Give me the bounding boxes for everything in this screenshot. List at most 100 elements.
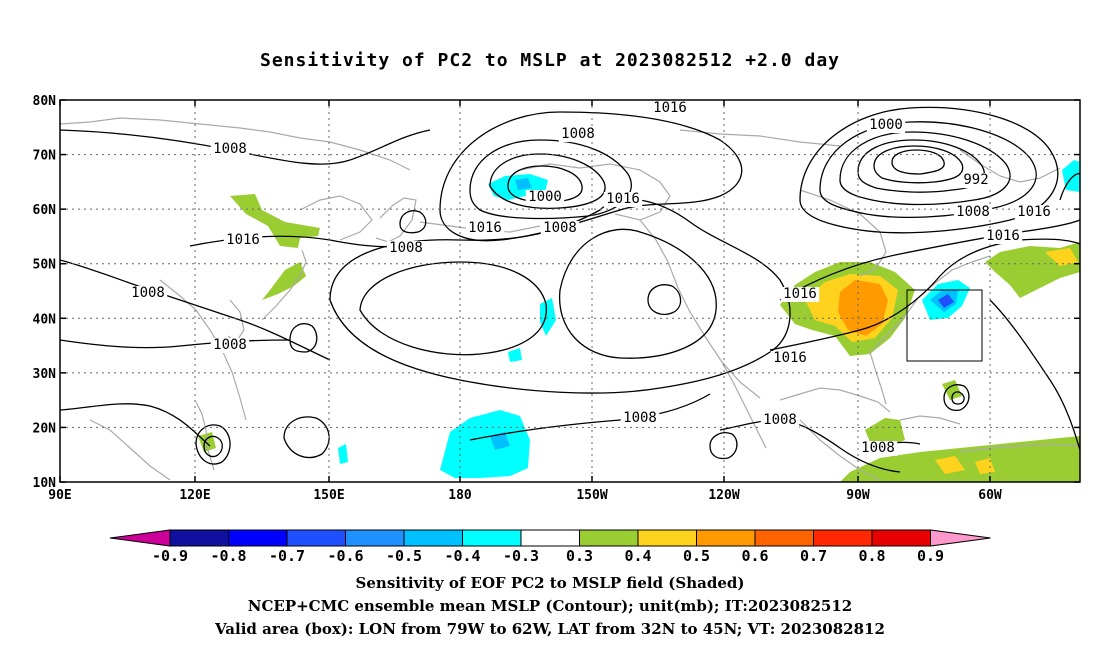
contour-label: 1016 — [783, 286, 817, 302]
contour-labels: 1016 1008 1000 1008 1000 1016 1016 1008 992 1008 1… — [128, 100, 1054, 456]
colorbar-swatch — [754, 529, 814, 547]
coast-okhotsk — [299, 195, 373, 241]
contour-label-bg — [1014, 205, 1054, 220]
colorbar-swatch — [813, 529, 873, 547]
contour-atlantic-1016 — [779, 219, 1080, 301]
contour-label: 1008 — [213, 337, 247, 353]
coast-central-america — [799, 419, 881, 481]
shade-negative-gulfstream-core — [938, 294, 954, 308]
contour-iceland-outer — [799, 106, 1059, 234]
coast-indochina — [89, 419, 171, 481]
contour-label: 1000 — [869, 117, 903, 133]
coast-japan — [261, 249, 307, 321]
contour-label: 1008 — [561, 126, 595, 142]
contour-label-bg — [525, 190, 565, 205]
contour-label: 1008 — [213, 141, 247, 157]
contour-label-bg — [760, 413, 800, 428]
contour-label: 1008 — [623, 410, 657, 426]
colorbar-label: 0.5 — [683, 547, 710, 565]
contour-pacific-inner-2 — [559, 228, 717, 359]
coast-baja — [721, 361, 767, 449]
contour-label-bg — [780, 287, 820, 302]
lon-label: 120E — [179, 488, 210, 503]
coast-gulf-mexico — [779, 387, 891, 413]
colorbar-label: 0.9 — [917, 547, 944, 565]
coast-kamchatka — [375, 197, 417, 243]
contour-label-bg — [540, 221, 580, 236]
shade-negative-bering-core — [515, 178, 532, 190]
lat-label: 40N — [33, 312, 57, 327]
contour-kamchatka-small — [399, 210, 427, 234]
contour-label: 1008 — [861, 440, 895, 456]
contour-label-bg — [558, 127, 598, 142]
colorbar-label: -0.7 — [269, 547, 305, 565]
colorbar-swatch — [345, 529, 405, 547]
contour-label-bg — [223, 233, 263, 248]
colorbar-label: -0.8 — [210, 547, 246, 565]
contour-typhoon-outer — [195, 424, 231, 465]
contour-asia-1008-d — [60, 403, 211, 447]
coast-caribbean — [899, 415, 961, 425]
contour-label: 1008 — [131, 285, 165, 301]
axis-ticks — [59, 99, 1080, 483]
contour-label-bg — [620, 411, 660, 426]
caption-contour: NCEP+CMC ensemble mean MSLP (Contour); u… — [247, 597, 853, 615]
contour-label: 1016 — [1017, 204, 1051, 220]
contour-label: 1008 — [543, 220, 577, 236]
contour-label-bg — [770, 351, 810, 366]
contour-label-bg — [128, 286, 168, 301]
coast-alaska — [519, 163, 671, 221]
coast-siberia-north — [60, 117, 411, 171]
shade-negative-pacific-central — [440, 410, 530, 478]
lat-label: 70N — [33, 149, 57, 164]
contour-pacific-small-high — [647, 284, 682, 315]
shade-positive-atlantic-south — [840, 436, 1080, 482]
colorbar-swatch — [637, 529, 697, 547]
shade-positive-japan-sea — [230, 194, 320, 248]
shade-negative-pacific-central-core — [490, 432, 510, 450]
colorbar-label: 0.7 — [800, 547, 827, 565]
latitude-labels: 80N 70N 60N 50N 40N 30N 20N 10N — [33, 94, 57, 491]
contour-label-bg — [953, 205, 993, 220]
contour-pacific-1016-south — [469, 393, 711, 441]
colorbar-swatch — [520, 529, 580, 547]
colorbar-label: 0.3 — [566, 547, 593, 565]
shade-yellow-newfoundland — [1045, 248, 1078, 266]
contour-iceland-5 — [891, 149, 945, 175]
lon-label: 150E — [313, 488, 344, 503]
caption-shaded: Sensitivity of EOF PC2 to MSLP field (Sh… — [355, 574, 745, 592]
colorbar-swatch — [286, 529, 346, 547]
contour-label: 1008 — [956, 204, 990, 220]
shade-positive-japan — [262, 262, 306, 300]
shade-negative-tropical — [338, 444, 348, 464]
contour-us-1016 — [769, 238, 1080, 351]
colorbar-label: -0.4 — [444, 547, 480, 565]
contour-asia-1016 — [189, 235, 405, 248]
contour-label: 1016 — [773, 350, 807, 366]
colorbar-label: -0.9 — [152, 547, 188, 565]
lat-label: 80N — [33, 94, 57, 109]
colorbar-swatch — [228, 529, 288, 547]
colorbar-end-low — [109, 529, 171, 547]
contour-label: 1016 — [986, 228, 1020, 244]
lon-label: 150W — [576, 488, 607, 503]
coast-south-america — [959, 443, 1080, 453]
coastlines — [60, 117, 1080, 481]
colorbar-swatch — [403, 529, 463, 547]
contour-label-bg — [210, 338, 250, 353]
sensitivity-shading — [198, 160, 1080, 482]
contour-typhoon-inner — [203, 435, 223, 458]
valid-area-box — [906, 289, 983, 362]
contour-bering-1016 — [439, 111, 743, 242]
colorbar-label: 0.8 — [858, 547, 885, 565]
contour-label-bg — [603, 192, 643, 207]
lon-label: 90W — [846, 488, 870, 503]
chart-title: Sensitivity of PC2 to MSLP at 2023082512… — [259, 50, 840, 71]
lat-label: 50N — [33, 258, 57, 273]
colorbar-labels: -0.9 -0.8 -0.7 -0.6 -0.5 -0.4 -0.3 0.3 0.4 0.5 0.6… — [152, 547, 944, 565]
lat-label: 60N — [33, 203, 57, 218]
colorbar — [109, 529, 991, 547]
contour-label: 1008 — [389, 240, 423, 256]
colorbar-swatch — [696, 529, 756, 547]
